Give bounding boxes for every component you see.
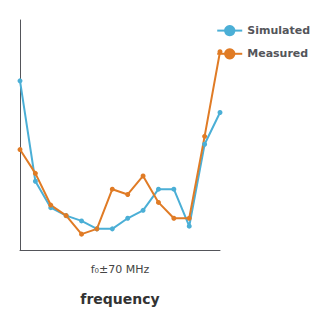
svg-text:frequency: frequency	[80, 291, 159, 307]
svg-text:f₀±70 MHz: f₀±70 MHz	[91, 263, 150, 276]
svg-text:Simulated: Simulated	[247, 24, 310, 37]
svg-text:Measured: Measured	[247, 47, 308, 60]
